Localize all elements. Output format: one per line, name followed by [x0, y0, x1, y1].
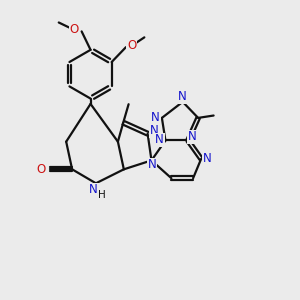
Text: H: H [98, 190, 106, 200]
Text: N: N [89, 183, 98, 196]
Text: O: O [70, 23, 79, 36]
Text: N: N [155, 134, 164, 146]
Text: N: N [148, 158, 157, 171]
Text: N: N [203, 152, 212, 165]
Text: O: O [127, 39, 136, 52]
Text: N: N [151, 111, 160, 124]
Text: N: N [188, 130, 197, 143]
Text: N: N [178, 90, 187, 103]
Text: O: O [37, 163, 46, 176]
Text: N: N [150, 124, 158, 137]
